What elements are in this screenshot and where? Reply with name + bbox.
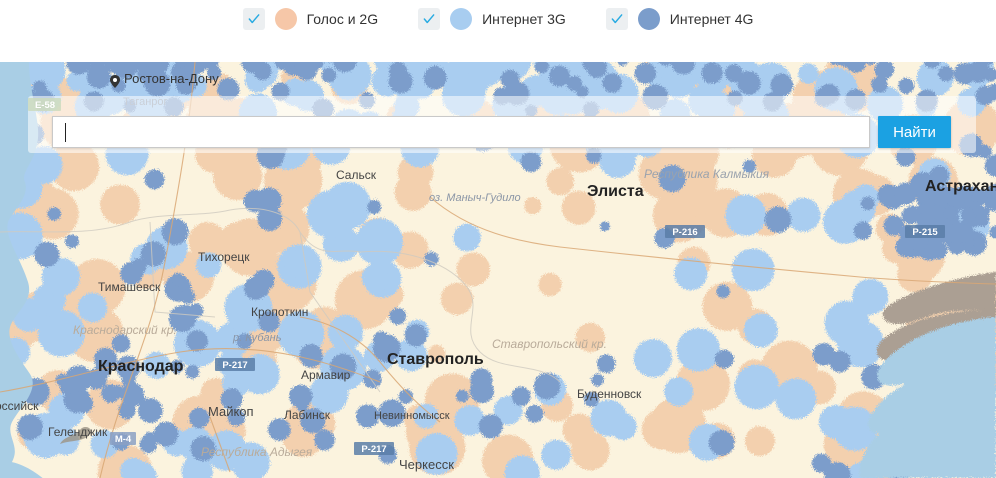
svg-text:Ставрополь: Ставрополь	[387, 351, 484, 368]
svg-text:Буденновск: Буденновск	[577, 387, 642, 401]
svg-text:Геленджик: Геленджик	[48, 425, 108, 439]
svg-text:P-217: P-217	[222, 360, 247, 371]
svg-text:P-216: P-216	[672, 227, 697, 238]
svg-text:Тимашевск: Тимашевск	[98, 280, 161, 294]
svg-text:P-217: P-217	[361, 444, 386, 455]
svg-text:M-4: M-4	[115, 434, 132, 445]
svg-text:...оссийск: ...оссийск	[0, 399, 39, 413]
svg-text:р. Кубань: р. Кубань	[232, 332, 282, 344]
svg-text:Краснодар: Краснодар	[98, 358, 184, 375]
svg-text:Ростов-на-Дону: Ростов-на-Дону	[124, 71, 219, 86]
svg-text:Черкесск: Черкесск	[399, 457, 454, 472]
svg-text:Ставропольский кр.: Ставропольский кр.	[492, 337, 607, 351]
svg-text:Тихорецк: Тихорецк	[198, 250, 250, 264]
svg-text:Республика Адыгея: Республика Адыгея	[201, 445, 313, 459]
svg-text:Армавир: Армавир	[301, 368, 351, 382]
svg-text:Кропоткин: Кропоткин	[251, 305, 308, 319]
svg-text:P-215: P-215	[912, 227, 938, 238]
svg-text:оз. Маныч-Гудило: оз. Маныч-Гудило	[429, 192, 521, 204]
svg-text:Лабинск: Лабинск	[284, 408, 331, 422]
svg-text:Краснодарский кр.: Краснодарский кр.	[73, 323, 177, 337]
svg-text:Астрахань: Астрахань	[925, 178, 996, 195]
svg-text:Элиста: Элиста	[587, 183, 644, 200]
svg-text:Сальск: Сальск	[336, 168, 377, 182]
svg-text:Майкоп: Майкоп	[208, 404, 254, 419]
svg-text:Республика Калмыкия: Республика Калмыкия	[644, 167, 770, 181]
svg-text:Невинномысск: Невинномысск	[374, 410, 450, 422]
